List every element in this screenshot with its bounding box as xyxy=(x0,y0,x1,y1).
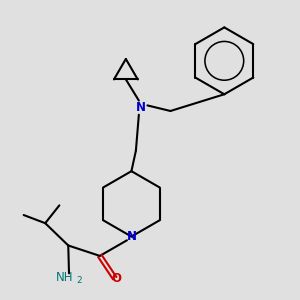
Text: N: N xyxy=(126,230,136,243)
Text: O: O xyxy=(111,272,121,285)
Text: N: N xyxy=(136,101,146,114)
Text: NH: NH xyxy=(56,271,73,284)
Text: 2: 2 xyxy=(76,276,82,285)
